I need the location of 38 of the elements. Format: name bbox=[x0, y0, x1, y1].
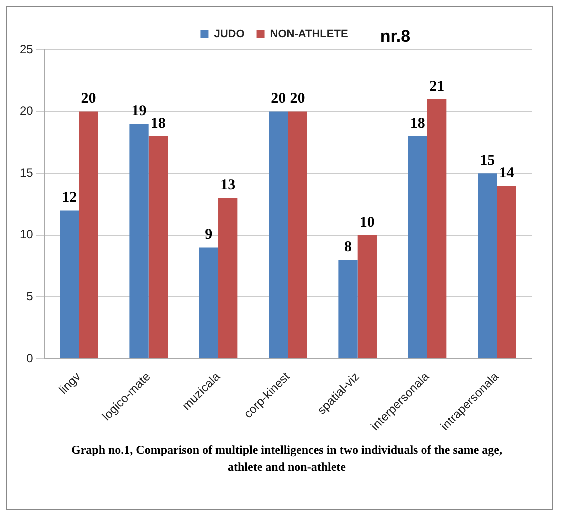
data-label: 19 bbox=[132, 104, 147, 120]
bar bbox=[338, 260, 358, 359]
data-label: 18 bbox=[150, 116, 166, 132]
data-label: 21 bbox=[430, 78, 445, 95]
data-label: 15 bbox=[480, 152, 496, 169]
data-label: 8 bbox=[344, 240, 352, 256]
bar bbox=[60, 210, 80, 359]
bar bbox=[130, 124, 149, 359]
data-label: 9 bbox=[205, 227, 213, 244]
data-label: 13 bbox=[220, 178, 236, 194]
bar bbox=[199, 248, 219, 359]
bar bbox=[478, 174, 498, 359]
chart-title: nr.8 bbox=[380, 27, 411, 46]
legend-label: NON-ATHLETE bbox=[270, 28, 348, 41]
bar bbox=[269, 112, 288, 359]
legend-label: JUDO bbox=[214, 28, 246, 41]
bar bbox=[428, 99, 447, 359]
y-tick-label: 10 bbox=[20, 228, 34, 242]
bar bbox=[218, 198, 238, 359]
bar bbox=[148, 136, 168, 359]
bar bbox=[358, 235, 377, 359]
data-label: 20 bbox=[81, 91, 96, 108]
bar bbox=[408, 136, 428, 359]
data-label: 18 bbox=[410, 116, 426, 132]
data-label: 14 bbox=[499, 165, 515, 182]
data-label: 12 bbox=[62, 190, 78, 206]
bar bbox=[79, 112, 98, 359]
y-tick-label: 0 bbox=[26, 351, 34, 366]
y-tick-label: 15 bbox=[20, 166, 34, 180]
y-tick-label: 5 bbox=[26, 290, 34, 304]
text: Graph no.1, Comparison of multiple intelligences in two individuals of the same age, athlete and non-athlete bbox=[70, 442, 504, 476]
bar bbox=[497, 186, 516, 359]
data-label: 10 bbox=[360, 214, 375, 231]
data-label: 20 bbox=[290, 91, 306, 108]
y-tick-label: 25 bbox=[20, 42, 34, 56]
data-label: 20 bbox=[271, 91, 286, 108]
bar bbox=[288, 112, 308, 359]
y-tick-label: 20 bbox=[20, 104, 34, 118]
